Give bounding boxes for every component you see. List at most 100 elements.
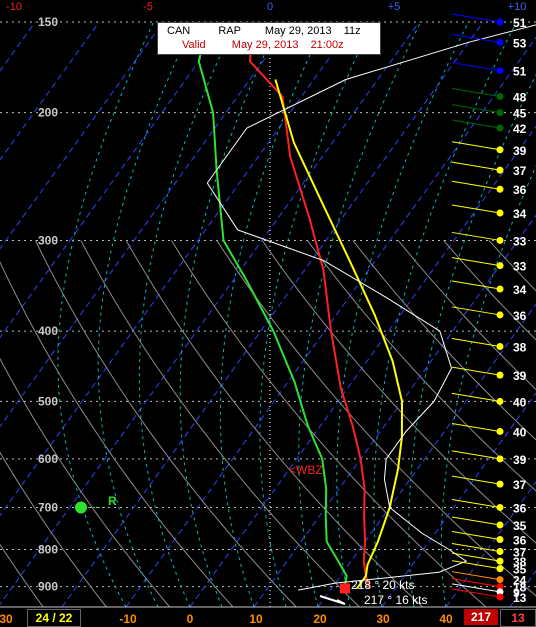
- moist-adiabat-line: [179, 21, 280, 608]
- storm-marker-square: [340, 583, 350, 594]
- dry-adiabat-line: [397, 240, 536, 391]
- bottom-axis-tick-label: 30: [376, 612, 390, 626]
- model-name: RAP: [218, 25, 241, 37]
- dry-adiabat-line: [125, 240, 424, 608]
- wind-speed-label: 37: [513, 164, 527, 178]
- top-axis-tick-label: +10: [508, 1, 527, 13]
- pressure-tick-label: 700: [38, 500, 58, 514]
- isotherm-line: [445, 481, 536, 608]
- wind-level-dot: [496, 342, 504, 350]
- wind-barb-shaft: [451, 543, 501, 552]
- wind-barb-shaft: [451, 280, 501, 290]
- wind-barb-shaft: [451, 161, 501, 171]
- moist-adiabat-line: [97, 21, 195, 608]
- wind-level-dot: [496, 285, 504, 293]
- wind-level-dot: [496, 588, 504, 596]
- isotherm-line: [0, 21, 228, 339]
- wind-barb-shaft: [451, 257, 501, 267]
- dewpoint-profile-line: [197, 21, 348, 589]
- dry-adiabat-line: [34, 240, 297, 608]
- wind-speed-label: 39: [513, 453, 527, 467]
- pressure-tick-label: 150: [38, 15, 58, 29]
- dry-adiabat-line: [0, 357, 171, 608]
- wind-barb-shaft: [451, 422, 501, 432]
- wind-level-dot: [496, 209, 504, 217]
- wind-speed-label: 40: [513, 425, 527, 439]
- run-hour: 11z: [343, 25, 361, 37]
- wind-level-dot: [496, 503, 504, 511]
- isotherm-line: [0, 21, 36, 72]
- moist-adiabat-line: [138, 21, 237, 608]
- moist-adiabat-line: [57, 21, 155, 608]
- wind-speed-label: 35: [513, 563, 527, 577]
- bottom-axis-tick-label: 30: [0, 612, 13, 626]
- parcel-profile-line: [274, 79, 404, 589]
- wind-speed-label: 45: [513, 107, 527, 121]
- wind-speed-label: 36: [513, 309, 527, 323]
- title-box: CAN RAP May 29, 2013 11z Valid May 29, 2…: [157, 22, 381, 55]
- dry-adiabat-line: [307, 240, 536, 492]
- wind-speed-label: 53: [513, 36, 527, 50]
- r-marker-dot: [75, 501, 87, 514]
- top-axis-tick-label: -5: [143, 1, 153, 13]
- wind-barb-shaft: [451, 531, 501, 541]
- moist-adiabat-line: [219, 21, 326, 608]
- bottom-axis-bar: [0, 607, 536, 627]
- run-date: May 29, 2013: [264, 25, 332, 37]
- wind-speed-label: 36: [513, 501, 527, 515]
- r-marker-label: R: [108, 494, 117, 508]
- dry-adiabat-line: [170, 240, 487, 608]
- wind-level-dot: [496, 262, 504, 270]
- wind-barb-shaft: [451, 62, 501, 72]
- wind-barb-shaft: [451, 306, 501, 316]
- wind-level-dot: [496, 397, 504, 405]
- wind-level-dot: [496, 593, 504, 601]
- moist-adiabat-line: [440, 164, 536, 608]
- wind-speed-label: 24: [513, 574, 527, 588]
- bottom-axis-tick-label: 20: [313, 612, 327, 626]
- wind-level-dot: [496, 38, 504, 46]
- wind-speed-label: 48: [513, 90, 527, 104]
- wind-barb-shaft: [451, 552, 501, 562]
- background-grid: [0, 21, 536, 608]
- dry-adiabat-line: [80, 240, 360, 608]
- wind-speed-label: 34: [513, 283, 527, 297]
- pressure-tick-label: 200: [38, 106, 58, 120]
- wind-speed-label: 39: [513, 144, 527, 158]
- wind-barb-shaft: [451, 141, 501, 151]
- wind-speed-label: 51: [513, 65, 527, 79]
- wind-level-dot: [496, 124, 504, 132]
- wbz-marker-label: <WBZ: [289, 463, 323, 477]
- storm-readout-b: 13: [500, 609, 536, 627]
- surface-t-td-value: 24 / 22: [35, 611, 73, 625]
- wind-level-dot: [496, 576, 504, 584]
- bottom-axis-tick-label: -10: [119, 612, 137, 626]
- wind-level-dot: [496, 565, 504, 573]
- wind-speed-label: 40: [513, 395, 527, 409]
- wind-speed-label: 35: [513, 519, 527, 533]
- isotherm-line: [0, 21, 292, 428]
- pressure-tick-label: 500: [38, 394, 58, 408]
- top-axis-bar: [0, 0, 536, 12]
- wind-level-dot: [496, 185, 504, 193]
- wind-level-dot: [496, 146, 504, 154]
- wind-barb-shaft: [451, 337, 501, 347]
- bottom-axis-tick-label: 0: [187, 612, 194, 626]
- wind-barb-shaft: [451, 180, 501, 190]
- storm-motion-2-text: 217 ° 16 kts: [364, 593, 428, 607]
- wind-level-dot: [496, 67, 504, 75]
- wind-barb-shaft: [451, 231, 501, 241]
- pressure-tick-label: 800: [38, 543, 58, 557]
- wind-barb-shaft: [451, 583, 501, 593]
- storm-readout-a: 217: [464, 609, 498, 625]
- isotherm-line: [189, 125, 536, 608]
- wind-level-dot: [496, 166, 504, 174]
- wind-level-dot: [496, 548, 504, 556]
- dry-adiabat-line: [261, 240, 536, 544]
- wind-barb-shaft: [451, 119, 501, 129]
- top-axis-tick-label: -10: [6, 1, 22, 13]
- wind-speed-label: 38: [513, 555, 527, 569]
- wind-speed-label: 33: [513, 234, 527, 248]
- top-axis-tick-label: +5: [388, 1, 401, 13]
- wind-speed-label: 37: [513, 478, 527, 492]
